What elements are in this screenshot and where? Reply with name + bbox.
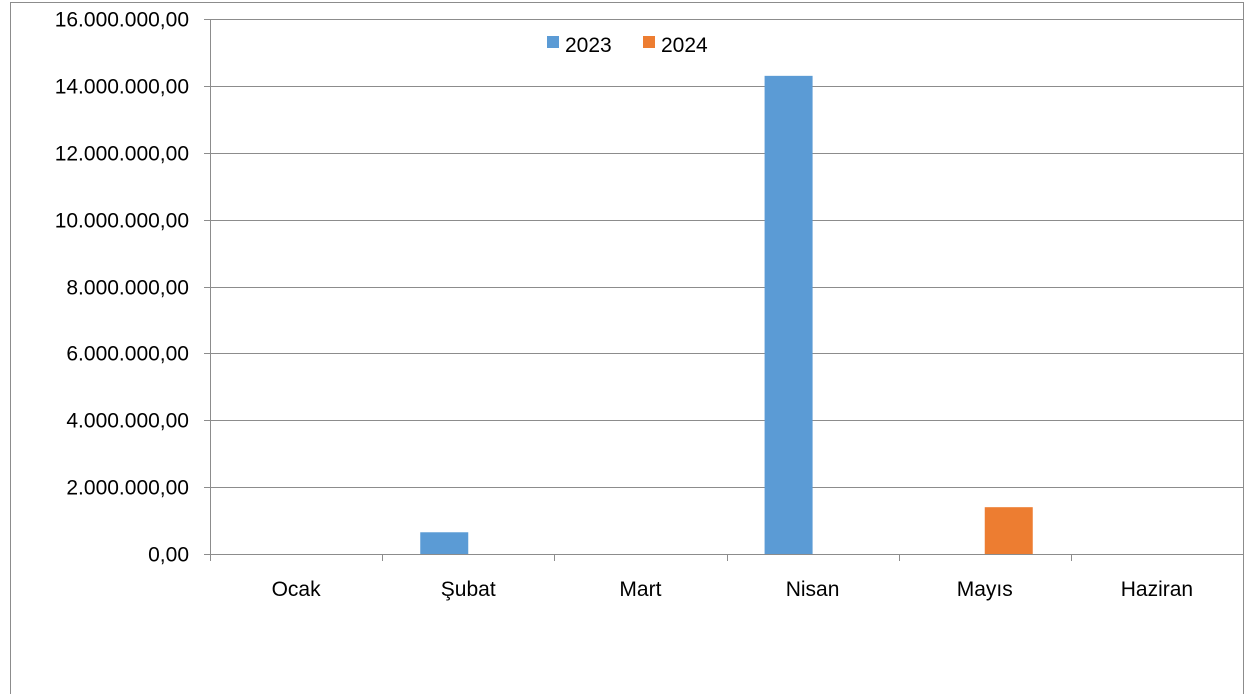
bar-2023-Nisan — [764, 75, 813, 554]
x-tick-label: Mayıs — [957, 578, 1013, 601]
x-tick-label: Ocak — [272, 578, 322, 601]
y-axis: 0,00 2.000.000,00 4.000.000,00 6.000.000,00… — [55, 9, 211, 567]
x-tick-label: Mart — [619, 578, 661, 601]
x-tick-label: Nisan — [786, 578, 840, 601]
legend-label-2024: 2024 — [661, 34, 708, 57]
x-axis: Ocak Şubat Mart Nisan Mayıs Haziran — [272, 554, 1193, 601]
y-tick-label: 6.000.000,00 — [66, 343, 189, 366]
x-tick-label: Haziran — [1121, 578, 1193, 601]
y-tick-label: 8.000.000,00 — [66, 277, 189, 300]
y-tick-label: 10.000.000,00 — [55, 210, 189, 233]
legend-swatch-2024 — [643, 36, 655, 48]
bars — [420, 75, 1033, 554]
bar-2023-Şubat — [420, 532, 469, 554]
x-tick-label: Şubat — [441, 578, 496, 601]
y-tick-label: 12.000.000,00 — [55, 143, 189, 166]
y-tick-label: 16.000.000,00 — [55, 9, 189, 32]
y-tick-label: 4.000.000,00 — [66, 410, 189, 433]
y-tick-label: 14.000.000,00 — [55, 76, 189, 99]
chart-border — [10, 2, 1244, 699]
legend-label-2023: 2023 — [565, 34, 612, 57]
legend: 2023 2024 — [547, 34, 708, 57]
y-tick-label: 0,00 — [148, 544, 189, 567]
gridlines — [210, 19, 1243, 555]
legend-swatch-2023 — [547, 36, 559, 48]
bar-2024-Mayıs — [984, 507, 1033, 554]
y-tick-label: 2.000.000,00 — [66, 477, 189, 500]
